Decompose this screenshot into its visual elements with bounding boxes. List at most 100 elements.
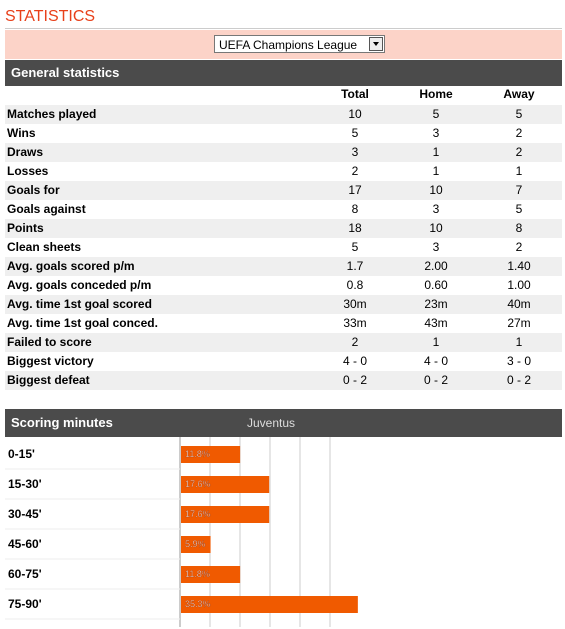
table-row: [5, 124, 562, 143]
bar-label: 11.8%: [185, 569, 210, 579]
cell-value: 10: [348, 107, 362, 121]
cell-value: 40m: [507, 297, 531, 311]
cell-value: 0 - 2: [423, 373, 448, 387]
cell-value: 8: [351, 202, 359, 216]
row-label: Wins: [7, 126, 36, 140]
table-row: [5, 200, 562, 219]
cell-value: 27m: [507, 316, 531, 330]
cell-value: 10: [429, 183, 443, 197]
bar: [181, 476, 270, 493]
bar: [181, 446, 241, 463]
competition-select[interactable]: UEFA Champions League: [214, 35, 385, 53]
table-row: [5, 219, 562, 238]
cell-value: 2: [351, 335, 359, 349]
column-header: Home: [419, 87, 453, 101]
cell-value: 3 - 0: [506, 354, 531, 368]
cell-value: 2.00: [424, 259, 448, 273]
table-row: [5, 333, 562, 352]
cell-value: 0.60: [424, 278, 448, 292]
row-label: Goals for: [7, 183, 60, 197]
cell-value: 17: [348, 183, 362, 197]
cell-value: 1.40: [507, 259, 531, 273]
cell-value: 5: [515, 202, 523, 216]
cell-value: 1.00: [507, 278, 531, 292]
cell-value: 1: [432, 335, 440, 349]
scoring-chart: 0-15' 11.8% 15-30' 17.6% 30-45' 17.6% 45-60' 5.…: [5, 437, 358, 627]
bar: [181, 536, 211, 553]
cell-value: 3: [432, 202, 440, 216]
section-title: Scoring minutes: [11, 415, 113, 430]
bar: [181, 596, 358, 613]
row-label: Avg. goals conceded p/m: [7, 278, 152, 292]
cell-value: 18: [348, 221, 362, 235]
row-label: Losses: [7, 164, 49, 178]
row-label: 30-45': [8, 507, 42, 521]
cell-value: 5: [432, 107, 440, 121]
table-row: [5, 257, 562, 276]
team-name: Juventus: [247, 416, 296, 430]
row-label: Avg. time 1st goal scored: [7, 297, 152, 311]
table-row: [5, 143, 562, 162]
cell-value: 8: [515, 221, 523, 235]
row-label: Biggest victory: [7, 354, 94, 368]
column-header: Total: [341, 87, 369, 101]
cell-value: 5: [515, 107, 523, 121]
section-header: Scoring minutes Juventus: [5, 409, 562, 437]
cell-value: 43m: [424, 316, 448, 330]
section-header: General statistics: [5, 60, 562, 86]
row-label: 45-60': [8, 537, 42, 551]
divider: [5, 28, 562, 29]
bar: [181, 506, 270, 523]
row-label: Matches played: [7, 107, 97, 121]
row-label: 60-75': [8, 567, 42, 581]
cell-value: 4 - 0: [342, 354, 367, 368]
row-label: Points: [7, 221, 44, 235]
cell-value: 3: [351, 145, 359, 159]
bar-label: 17.6%: [185, 479, 211, 489]
bar-label: 35.3%: [185, 599, 211, 609]
row-label: Goals against: [7, 202, 86, 216]
bar-label: 11.8%: [185, 449, 210, 459]
row-label: Failed to score: [7, 335, 92, 349]
row-label: Biggest defeat: [7, 373, 90, 387]
row-label: 75-90': [8, 597, 42, 611]
section-title: General statistics: [11, 65, 120, 80]
select-text: UEFA Champions League: [219, 38, 358, 52]
bar: [181, 566, 241, 583]
row-label: Clean sheets: [7, 240, 82, 254]
cell-value: 1: [432, 145, 440, 159]
cell-value: 33m: [343, 316, 367, 330]
select-arrow[interactable]: [369, 37, 383, 51]
cell-value: 2: [515, 240, 523, 254]
bar-label: 17.6%: [185, 509, 211, 519]
cell-value: 2: [515, 145, 523, 159]
cell-value: 2: [515, 126, 523, 140]
cell-value: 10: [429, 221, 443, 235]
row-label: 0-15': [8, 447, 35, 461]
row-label: Avg. time 1st goal conced.: [7, 316, 158, 330]
cell-value: 4 - 0: [423, 354, 448, 368]
cell-value: 23m: [424, 297, 448, 311]
table-row: [5, 276, 562, 295]
cell-value: 1.7: [346, 259, 364, 273]
cell-value: 1: [515, 335, 523, 349]
row-label: Draws: [7, 145, 44, 159]
cell-value: 0.8: [346, 278, 364, 292]
row-label: 15-30': [8, 477, 42, 491]
column-header: Away: [503, 87, 535, 101]
page-title: STATISTICS: [5, 8, 96, 25]
cell-value: 5: [351, 240, 359, 254]
table-row: [5, 371, 562, 390]
table-row: [5, 238, 562, 257]
cell-value: 30m: [343, 297, 367, 311]
cell-value: 7: [515, 183, 523, 197]
cell-value: 0 - 2: [506, 373, 531, 387]
cell-value: 2: [351, 164, 359, 178]
table-row: [5, 105, 562, 124]
table-row: [5, 352, 562, 371]
cell-value: 0 - 2: [342, 373, 367, 387]
table-row: [5, 314, 562, 333]
cell-value: 1: [515, 164, 523, 178]
row-label: Avg. goals scored p/m: [7, 259, 135, 273]
